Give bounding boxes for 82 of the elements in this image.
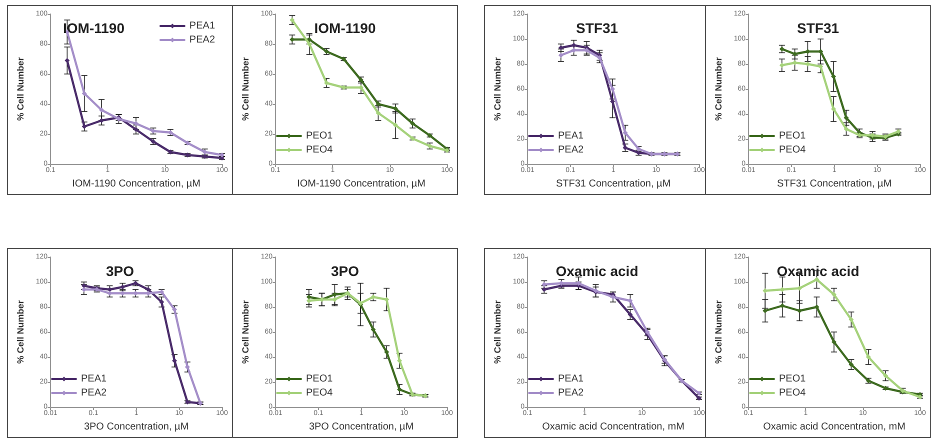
point [306,298,312,304]
chart-title: Oxamic acid [556,263,638,279]
chart-title: 3PO [330,263,360,279]
point [290,18,295,22]
point [831,292,836,297]
x-axis-title: 3PO Concentration, µM [308,421,414,432]
point [159,300,164,304]
point [866,354,871,360]
point [779,62,784,68]
point [82,124,87,129]
legend-label: PEA1 [558,130,584,142]
legend-label: PEO1 [306,374,334,384]
y-axis-title: % Cell Number [714,56,724,121]
point [172,358,178,364]
point [831,340,836,344]
legend-label: PEA1 [189,20,216,32]
point [883,373,888,378]
point [814,304,820,310]
point [622,130,628,136]
point [370,327,376,332]
legend-label: PEO4 [779,144,806,156]
legend-label: PEO1 [779,374,806,384]
x-axis-title: IOM-1190 Concentration, µM [72,178,200,190]
point [597,55,602,60]
legend-label: PEA1 [81,374,108,384]
point [184,364,190,370]
chart-title: STF31 [576,20,618,36]
point [610,99,616,104]
point [848,362,854,367]
x-axis-title: STF31 Concentration, µM [776,178,892,190]
point [172,307,178,312]
legend-label: PEA2 [558,388,584,398]
point [628,312,633,317]
point [82,91,87,96]
legend-label: PEA1 [558,374,584,384]
point [99,108,104,112]
y-axis-title: % Cell Number [16,56,26,121]
point [831,106,836,112]
chart-title: 3PO [106,263,134,279]
y-axis-title: % Cell Number [16,300,26,364]
y-axis-title: % Cell Number [492,300,502,364]
x-axis-title: Oxamic acid Concentration, mM [542,421,684,432]
chart-title: IOM-1190 [314,20,376,36]
legend-label: PEO1 [306,130,334,142]
point [848,317,854,322]
point [558,52,564,58]
point [376,110,381,116]
point [844,115,849,120]
legend-label: PEO4 [779,388,806,398]
x-axis-title: IOM-1190 Concentration, µM [297,178,426,190]
y-axis-title: % Cell Number [714,300,724,364]
chart-title: Oxamic acid [776,263,860,279]
y-axis-title: % Cell Number [240,300,250,364]
x-axis-title: 3PO Concentration, µM [84,421,189,432]
point [384,350,390,354]
legend-label: PEA2 [81,388,108,398]
point [780,303,785,308]
chart-title: STF31 [796,20,840,36]
y-axis-title: % Cell Number [492,56,502,121]
point [64,58,70,63]
point [392,122,398,128]
point [610,86,616,92]
x-axis-title: Oxamic acid Concentration, mM [763,421,906,432]
point [818,64,824,69]
chart-title: IOM-1190 [63,20,125,36]
legend-label: PEA2 [189,34,216,46]
x-axis-title: STF31 Concentration, µM [556,178,671,190]
legend-label: PEO4 [306,388,334,398]
point [831,74,836,79]
point [306,294,312,300]
point [814,277,820,282]
legend-label: PEA2 [558,144,584,156]
point [397,358,402,364]
point [397,387,402,392]
legend-label: PEO1 [779,130,806,142]
y-axis-title: % Cell Number [240,56,250,121]
legend-label: PEO4 [306,144,334,156]
point [792,52,798,56]
point [384,297,390,302]
point [779,46,784,52]
point [410,121,416,126]
point [762,308,768,314]
